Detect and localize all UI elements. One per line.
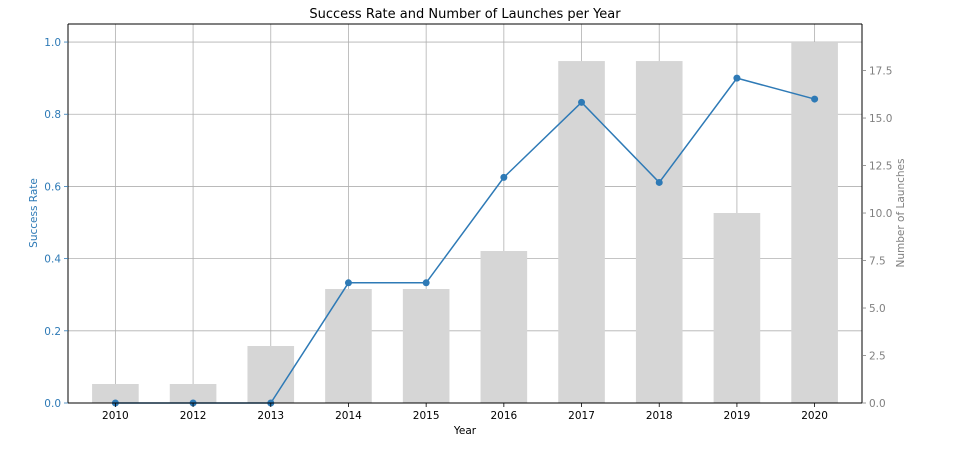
bar-2013 — [247, 346, 295, 403]
bar-series — [92, 42, 838, 404]
point-2015 — [422, 279, 430, 287]
x-tick-label: 2010 — [102, 410, 129, 422]
y-tick-label-right: 5.0 — [869, 303, 886, 315]
y-tick-label-left: 0.4 — [44, 254, 61, 266]
tick-labels: 2010 2012 2013 2014 2015 2016 2017 2018 2019 2020… — [44, 37, 892, 422]
bar-2012 — [169, 384, 217, 403]
bar-2017 — [558, 61, 605, 404]
point-2020 — [811, 95, 819, 103]
bar-2010 — [92, 384, 139, 403]
y-tick-label-right: 7.5 — [869, 256, 886, 268]
axes — [64, 23, 866, 407]
y-tick-label-left: 0.6 — [44, 181, 61, 193]
point-2016 — [500, 173, 508, 181]
line-series — [111, 74, 819, 407]
bar-2015 — [402, 289, 450, 403]
y-tick-label-left: 0.0 — [44, 398, 61, 410]
x-tick-label: 2020 — [801, 410, 828, 422]
bar-2014 — [325, 289, 372, 403]
y-tick-label-left: 0.2 — [44, 326, 61, 338]
y-axis-label-left: Success Rate — [28, 178, 40, 248]
chart-title: Success Rate and Number of Launches per … — [309, 7, 621, 22]
point-2018 — [655, 178, 663, 186]
x-tick-label: 2014 — [335, 410, 362, 422]
y-tick-label-right: 15.0 — [869, 113, 892, 125]
x-tick-label: 2015 — [413, 410, 440, 422]
x-tick-label: 2018 — [646, 410, 673, 422]
success-rate-line — [115, 77, 815, 404]
bar-2018 — [635, 61, 683, 404]
x-tick-label: 2012 — [180, 410, 207, 422]
y-tick-label-right: 0.0 — [869, 398, 886, 410]
y-tick-label-left: 0.8 — [44, 109, 61, 121]
x-tick-label: 2016 — [490, 410, 517, 422]
y-axis-label-right: Number of Launches — [895, 159, 907, 268]
x-tick-label: 2013 — [257, 410, 284, 422]
bar-2016 — [480, 251, 528, 403]
point-2017 — [578, 98, 586, 106]
y-tick-label-right: 12.5 — [869, 161, 892, 173]
point-2019 — [733, 74, 741, 82]
y-tick-label-right: 2.5 — [869, 351, 886, 363]
x-tick-label: 2017 — [568, 410, 595, 422]
y-tick-label-right: 17.5 — [869, 66, 892, 78]
x-tick-label: 2019 — [724, 410, 751, 422]
point-2014 — [344, 279, 352, 287]
bar-2019 — [713, 213, 761, 403]
y-tick-label-right: 10.0 — [869, 208, 892, 220]
y-tick-label-left: 1.0 — [44, 37, 61, 49]
x-axis-label: Year — [453, 425, 477, 437]
